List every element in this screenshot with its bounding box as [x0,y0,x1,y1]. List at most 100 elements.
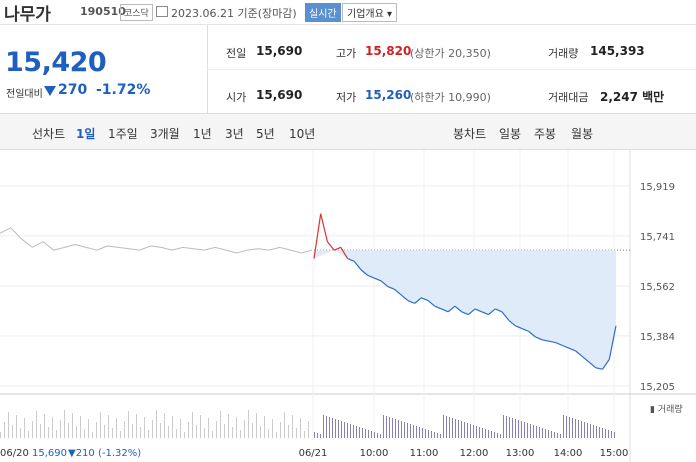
volume-bar [509,417,510,438]
volume-label: 거래량 [548,47,579,60]
volume-bar [108,415,109,438]
volume-bar [428,430,429,438]
volume-bar [407,423,408,438]
volume-bar [338,420,339,438]
y-tick-label: 15,919 [640,182,675,193]
price-line-segment [528,330,536,338]
price-chart: 15,919 15,741 15,562 15,384 15,205 06/21 10:00… [0,150,696,462]
volume-bar [410,424,411,438]
volume-bar [557,433,558,438]
volume-bar [208,418,209,438]
volume-bar [184,432,185,438]
quote-panel: 15,420 전일대비 270 -1.72% 전일 15,690 고가 15,8… [0,25,696,114]
prev-value: 15,690 [256,44,303,58]
period-bar: 선차트 1일 1주일 3개월 1년 3년 5년 10년 봉차트 일봉 주봉 월봉 [0,114,696,150]
amount-label: 거래대금 [548,91,589,104]
tab-weekly[interactable]: 주봉 [534,127,557,141]
volume-bar [100,412,101,438]
volume-bar [152,420,153,438]
corp-info-dropdown[interactable]: 기업개요 ▾ [342,3,397,22]
price-line-segment [588,361,597,369]
volume-bar [120,431,121,438]
volume-bar [272,419,273,438]
price-line-segment [515,325,523,330]
realtime-button[interactable]: 실시간 [305,3,341,22]
volume-bar [476,426,477,438]
volume-bar [292,415,293,438]
price-line-segment [535,336,543,341]
volume-bar [563,415,564,438]
prev-day-line [0,227,313,254]
volume-bar [503,415,504,438]
volume-bar [353,425,354,438]
volume-bar [587,423,588,438]
volume-bar [172,416,173,438]
volume-bar [542,428,543,438]
volume-bar [20,428,21,438]
upper-limit: (상한가 20,350) [410,47,491,60]
volume-bar [64,410,65,438]
price-line-segment [488,308,496,316]
tab-monthly[interactable]: 월봉 [571,127,594,141]
volume-bar [467,423,468,438]
price-line-segment [360,269,369,276]
price-line-segment [380,280,389,288]
volume-bar [518,420,519,438]
volume-bar [76,426,77,438]
price-line-segment [387,286,395,290]
price-line-segment [548,340,556,344]
volume-bar [68,423,69,438]
stock-name: 나무가 [4,5,51,25]
volume-bar [422,428,423,438]
volume-bar [356,426,357,438]
tab-1year[interactable]: 1년 [193,127,212,141]
volume-bar [515,419,516,438]
tab-1day[interactable]: 1일 [76,127,96,141]
volume-bar [132,424,133,438]
tab-1week[interactable]: 1주일 [108,127,138,141]
tab-10year[interactable]: 10년 [289,127,316,141]
tab-5year[interactable]: 5년 [256,127,275,141]
volume-bar [500,434,501,438]
volume-bar [164,413,165,438]
tab-3year[interactable]: 3년 [225,127,244,141]
volume-bar [8,412,9,438]
volume-bar [545,429,546,438]
volume-bar [56,430,57,438]
price-line-segment [441,308,449,313]
volume-bar [24,418,25,438]
volume-bar [578,420,579,438]
volume-bar [449,417,450,438]
volume-bar [383,415,384,438]
volume-bar [572,418,573,438]
volume-bar [60,420,61,438]
price-line-segment [575,350,583,358]
x-tick-label: 06/21 [299,448,328,459]
volume-bar [204,428,205,438]
volume-bar [168,426,169,438]
volume-bar [374,432,375,438]
down-arrow-icon [44,86,56,96]
volume-bar [232,427,233,438]
price-line-segment [333,246,342,251]
volume-bar [584,422,585,438]
tab-3month[interactable]: 3개월 [150,127,180,141]
price-line-segment [400,294,409,302]
price-line-segment [542,339,550,342]
price-line-segment [501,311,510,321]
x-tick-label: 10:00 [360,448,389,459]
price-line-segment [595,367,603,370]
volume-bar [581,421,582,438]
volume-bar [599,427,600,438]
tab-daily[interactable]: 일봉 [499,127,522,141]
base-date: 2023.06.21 기준(장마감) [171,7,297,20]
volume-bar [112,428,113,438]
price-line-segment [508,319,516,327]
volume-bar [264,416,265,438]
volume-bar [362,428,363,438]
volume-bar [464,422,465,438]
volume-bar [280,422,281,438]
volume-bar [244,420,245,438]
volume-bar [320,434,321,438]
stock-header: 나무가 190510 코스닥 2023.06.21 기준(장마감) 실시간 기업… [0,0,696,25]
